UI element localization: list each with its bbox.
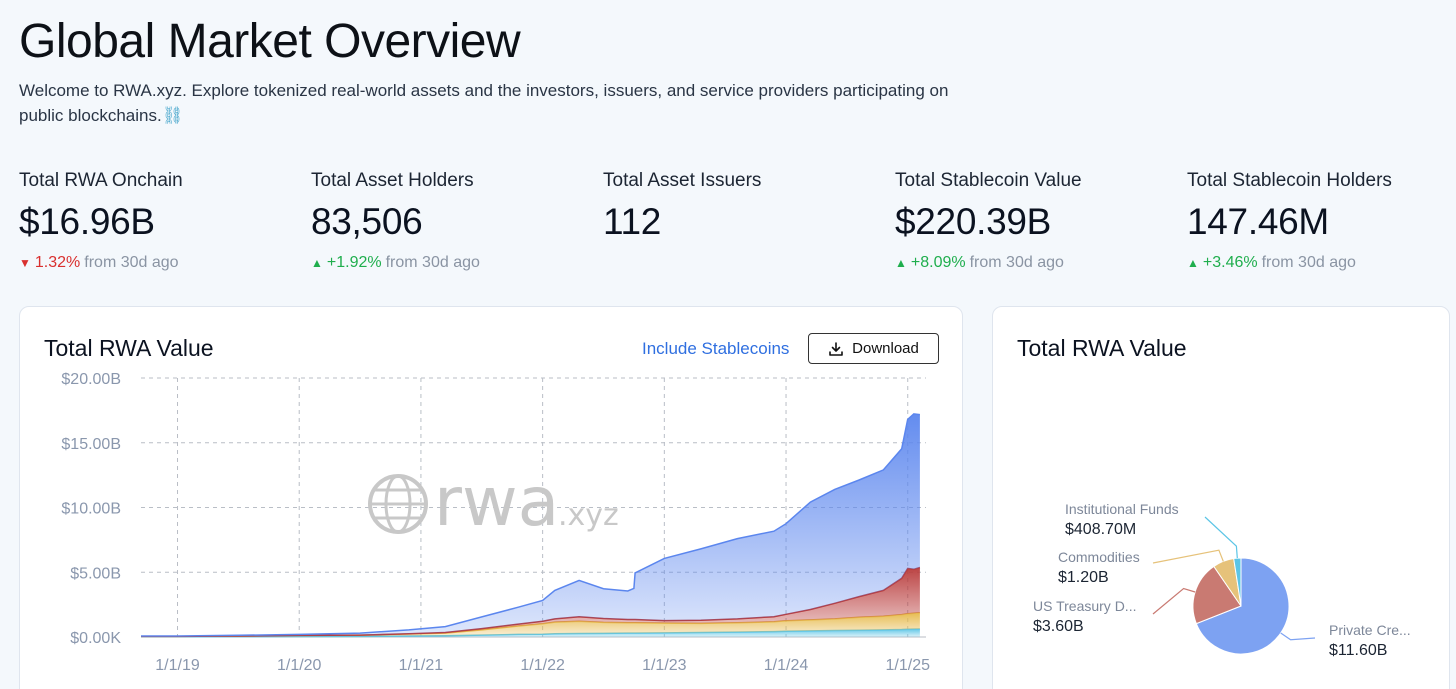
x-tick-label: 1/1/19: [155, 657, 200, 674]
download-label: Download: [852, 340, 919, 357]
pie-slice-label: US Treasury D...: [1033, 598, 1136, 614]
pie-slice-label: Institutional Funds: [1065, 501, 1179, 517]
pie-slice-value: $11.60B: [1329, 642, 1387, 659]
area-card-title: Total RWA Value: [44, 335, 214, 361]
pie-slice-label: Private Cre...: [1329, 622, 1411, 638]
series-area: [141, 629, 920, 637]
pie-leader-line: [1280, 632, 1316, 641]
stat-label: Total RWA Onchain: [19, 170, 183, 191]
arrow-up-icon: ▲: [895, 256, 907, 270]
x-tick-label: 1/1/21: [399, 657, 444, 674]
series-area: [141, 612, 920, 637]
pie-leader-line: [1152, 587, 1196, 615]
stat-value: 83,506: [311, 201, 423, 242]
include-stablecoins-toggle[interactable]: Include Stablecoins: [642, 339, 790, 358]
series-area: [141, 413, 920, 637]
stat-total-asset-issuers: Total Asset Issuers 112: [603, 170, 883, 243]
stat-change-suffix: from 30d ago: [385, 254, 480, 271]
pie-card-title: Total RWA Value: [1017, 335, 1187, 361]
pie-leader-line: [1152, 549, 1224, 564]
stat-change: ▼ 1.32% from 30d ago: [19, 254, 299, 272]
stat-value: 112: [603, 201, 662, 242]
stat-change-pct: +3.46%: [1202, 254, 1258, 271]
series-line: [141, 413, 920, 637]
pie-slice-label: Commodities: [1058, 549, 1140, 565]
stat-change-pct: +1.92%: [326, 254, 382, 271]
chain-icon: ⛓: [161, 106, 184, 125]
rwa-value-pie-chart: Private Cre... $11.60B US Treasury D... $3.…: [1033, 501, 1411, 659]
chart-series: [141, 413, 921, 638]
watermark-main: rwa: [434, 463, 559, 542]
stat-label: Total Stablecoin Holders: [1187, 170, 1392, 191]
stat-label: Total Asset Holders: [311, 170, 474, 191]
pie-slice: [1195, 557, 1290, 655]
y-tick-label: $5.00B: [70, 565, 121, 582]
intro-message: Welcome to RWA.xyz. Explore tokenized re…: [19, 81, 949, 125]
pie-slices: [1192, 557, 1290, 655]
stat-change-pct: +8.09%: [910, 254, 966, 271]
download-button[interactable]: Download: [808, 333, 939, 364]
globe-icon: [368, 474, 428, 534]
stat-value: $16.96B: [19, 201, 155, 242]
stat-change-suffix: from 30d ago: [969, 254, 1064, 271]
rwa-value-area-card: rwa .xyz $0.00K $5.00B $10.00B $15.00B $20.0…: [19, 306, 963, 689]
pie-labels: Private Cre... $11.60B US Treasury D... $3.…: [1033, 501, 1411, 659]
x-tick-label: 1/1/24: [764, 657, 809, 674]
intro-text: Welcome to RWA.xyz. Explore tokenized re…: [19, 78, 959, 128]
y-tick-label: $10.00B: [61, 501, 121, 518]
stat-total-asset-holders: Total Asset Holders 83,506 ▲ +1.92% from 3…: [311, 170, 591, 272]
watermark-suffix: .xyz: [558, 498, 619, 533]
stat-label: Total Stablecoin Value: [895, 170, 1082, 191]
x-tick-label: 1/1/20: [277, 657, 322, 674]
x-axis-ticks: 1/1/19 1/1/20 1/1/21 1/1/22 1/1/23 1/1/24 1/1/…: [155, 657, 930, 674]
stat-change-pct: 1.32%: [34, 254, 81, 271]
rwa-watermark: rwa .xyz: [368, 463, 619, 542]
pie-slice-value: $3.60B: [1033, 618, 1084, 635]
download-icon: [829, 341, 843, 356]
arrow-up-icon: ▲: [1187, 256, 1199, 270]
stat-change: ▲ +8.09% from 30d ago: [895, 254, 1175, 272]
stat-value: 147.46M: [1187, 201, 1329, 242]
rwa-value-area-chart: rwa .xyz $0.00K $5.00B $10.00B $15.00B $20.0…: [61, 371, 930, 674]
stat-total-stablecoin-holders: Total Stablecoin Holders 147.46M ▲ +3.46%…: [1187, 170, 1456, 272]
pie-slice-value: $408.70M: [1065, 521, 1136, 538]
pie-leader-line: [1204, 516, 1238, 559]
stat-change: ▲ +1.92% from 30d ago: [311, 254, 591, 272]
stat-change: ▲ +3.46% from 30d ago: [1187, 254, 1456, 272]
y-tick-label: $0.00K: [70, 630, 121, 647]
arrow-up-icon: ▲: [311, 256, 323, 270]
rwa-value-pie-card: Total RWA Value Private Cre... $11.60B US …: [992, 306, 1450, 689]
x-tick-label: 1/1/22: [520, 657, 565, 674]
stat-total-stablecoin-value: Total Stablecoin Value $220.39B ▲ +8.09% f…: [895, 170, 1175, 272]
stat-change-suffix: from 30d ago: [1261, 254, 1356, 271]
arrow-down-icon: ▼: [19, 256, 31, 270]
y-tick-label: $15.00B: [61, 436, 121, 453]
x-tick-label: 1/1/23: [642, 657, 687, 674]
stat-label: Total Asset Issuers: [603, 170, 762, 191]
stat-change-suffix: from 30d ago: [84, 254, 179, 271]
y-tick-label: $20.00B: [61, 371, 121, 388]
pie-slice: [1233, 557, 1242, 607]
stat-total-rwa-onchain: Total RWA Onchain $16.96B ▼ 1.32% from 30d…: [19, 170, 299, 272]
x-tick-label: 1/1/25: [886, 657, 931, 674]
y-axis-ticks: $0.00K $5.00B $10.00B $15.00B $20.00B: [61, 371, 121, 647]
pie-slice-value: $1.20B: [1058, 569, 1109, 586]
page-title: Global Market Overview: [19, 15, 521, 68]
stat-value: $220.39B: [895, 201, 1052, 242]
